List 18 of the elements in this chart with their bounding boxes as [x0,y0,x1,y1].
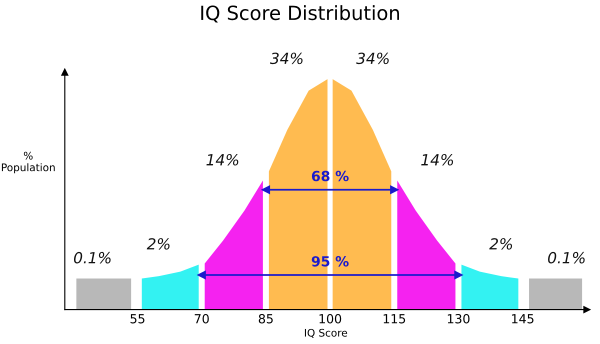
annotation: 2% [146,238,170,250]
text: 34% [270,52,303,64]
x-tick-label: 100 [320,314,342,324]
y-axis-title: % Population [2,152,55,174]
x-tick-label: 115 [384,314,406,324]
text: 34% [356,52,389,64]
x-axis-title: IQ Score [304,328,348,338]
x-tick-label: 85 [258,314,273,324]
annotation: 14% [206,154,238,166]
x-tick-label: 145 [512,314,534,324]
annotation: 2% [489,238,512,250]
x-tick-label: 130 [448,314,470,324]
chart-title: IQ Score Distribution [201,5,399,22]
annotation: 0.1% [74,252,111,264]
annotation: 14% [421,154,454,166]
x-tick-label: 55 [130,314,144,324]
x-tick-label: 70 [194,314,209,324]
annotation: 0.1% [548,252,585,264]
